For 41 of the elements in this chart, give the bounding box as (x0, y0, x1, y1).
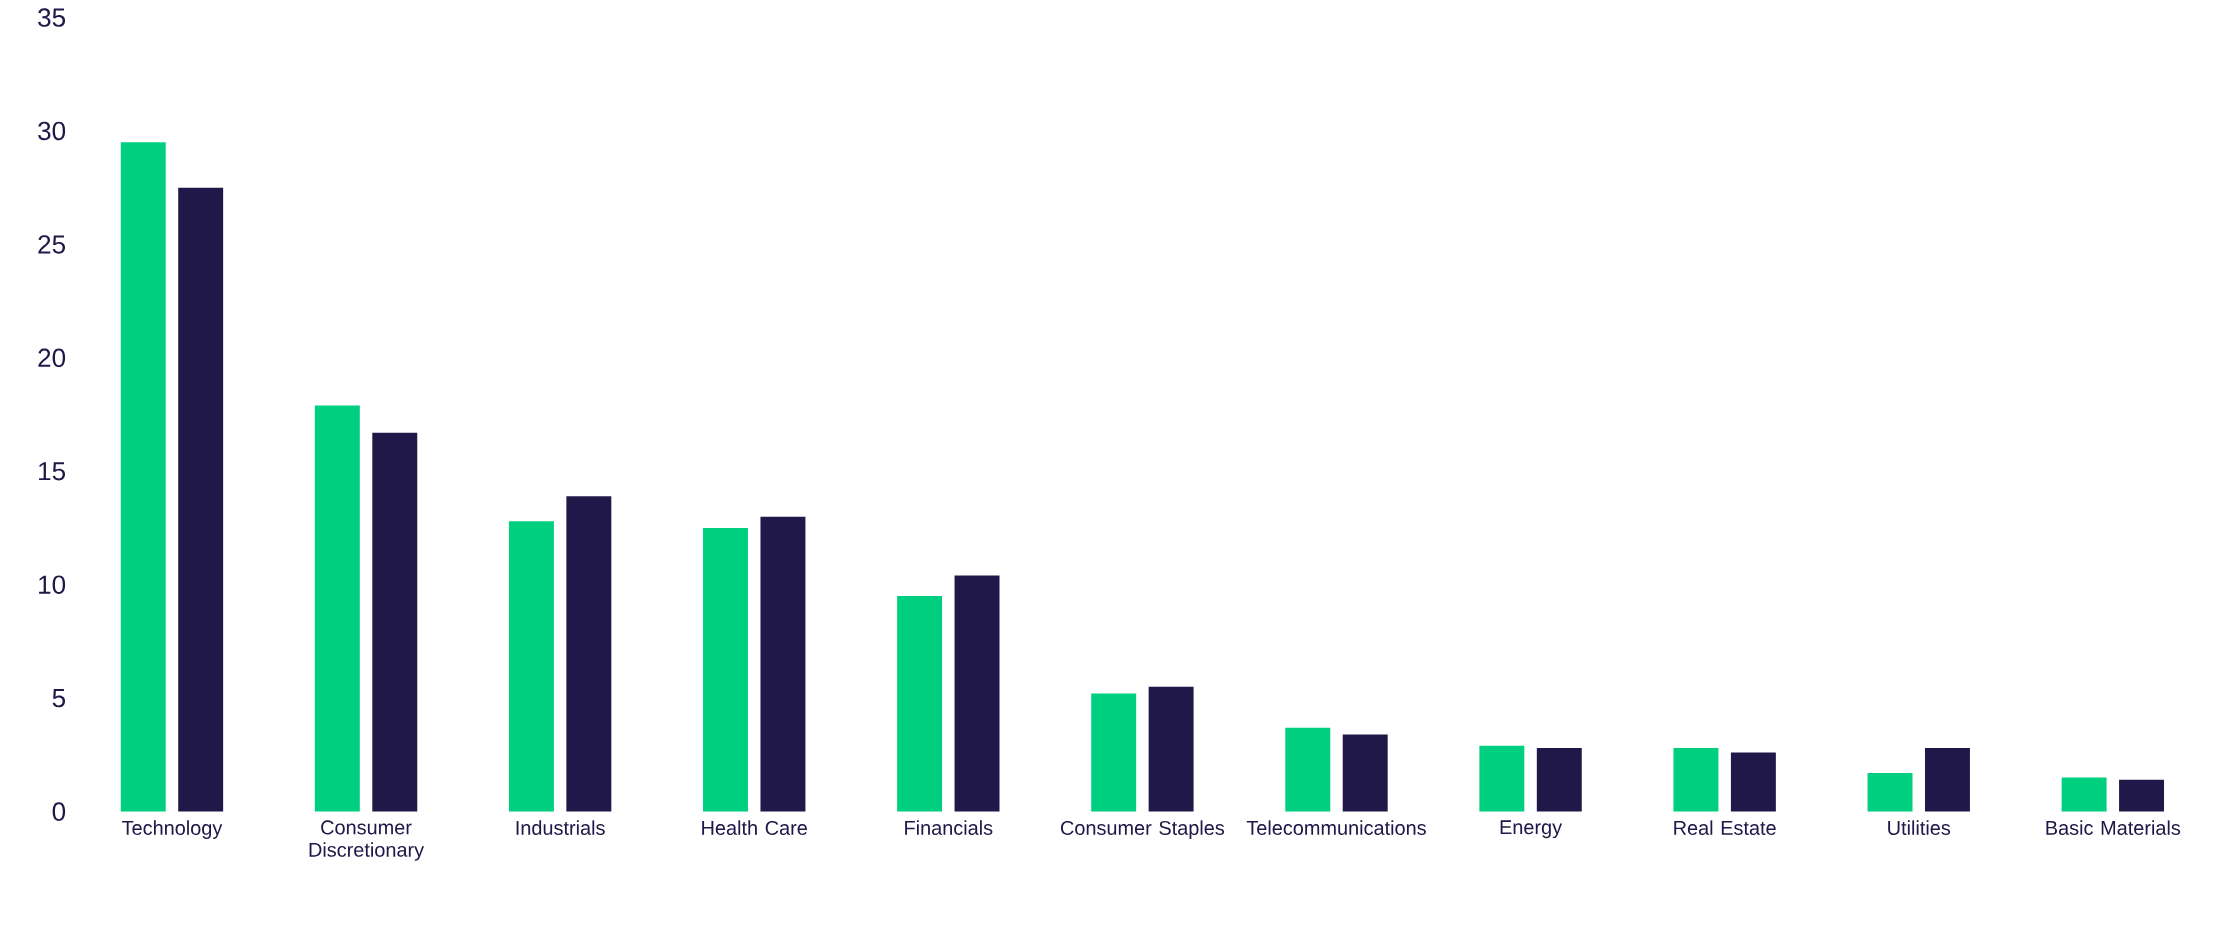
x-tick-label: Utilities (1888, 820, 1951, 835)
bar (1342, 734, 1388, 812)
bar (1285, 727, 1331, 812)
y-tick-label: 5 (52, 688, 66, 708)
y-tick-label: 25 (38, 234, 66, 254)
x-tick-label: Telecommunications (1246, 820, 1426, 835)
bar (1867, 772, 1913, 812)
x-tick-label: Real Estate (1674, 820, 1776, 835)
bar (1924, 747, 1970, 812)
x-tick-label: Basic Materials (2046, 820, 2181, 835)
bar (566, 496, 612, 812)
x-tick-label: Consumer Discretionary (309, 820, 425, 861)
y-tick-label: 30 (38, 121, 66, 141)
bar (2061, 777, 2107, 812)
x-tick-label: Industrials (516, 820, 605, 835)
bar (954, 575, 1000, 812)
x-tick-label: Health Care (702, 820, 807, 835)
bar (2119, 779, 2165, 812)
bar (178, 187, 224, 812)
bar (120, 142, 166, 812)
bar (1479, 745, 1525, 812)
y-tick-label: 15 (39, 461, 66, 481)
x-tick-label: Consumer Staples (1061, 820, 1225, 839)
bar (314, 405, 360, 812)
bar (1730, 752, 1776, 812)
bar (508, 520, 554, 812)
x-tick-label: Financials (905, 820, 993, 835)
bar (1536, 747, 1582, 812)
y-tick-label: 10 (39, 575, 66, 594)
bar (1148, 686, 1194, 812)
y-tick-label: 20 (38, 348, 66, 367)
x-tick-label: Energy (1500, 820, 1563, 838)
y-tick-label: 0 (52, 802, 66, 821)
bar (760, 516, 806, 812)
bar (703, 527, 748, 812)
x-tick-label: Technology (122, 820, 223, 839)
bar (897, 595, 943, 812)
bar (372, 432, 418, 812)
bar (1091, 693, 1137, 812)
bar (1673, 747, 1719, 812)
y-tick-label: 35 (38, 8, 66, 27)
